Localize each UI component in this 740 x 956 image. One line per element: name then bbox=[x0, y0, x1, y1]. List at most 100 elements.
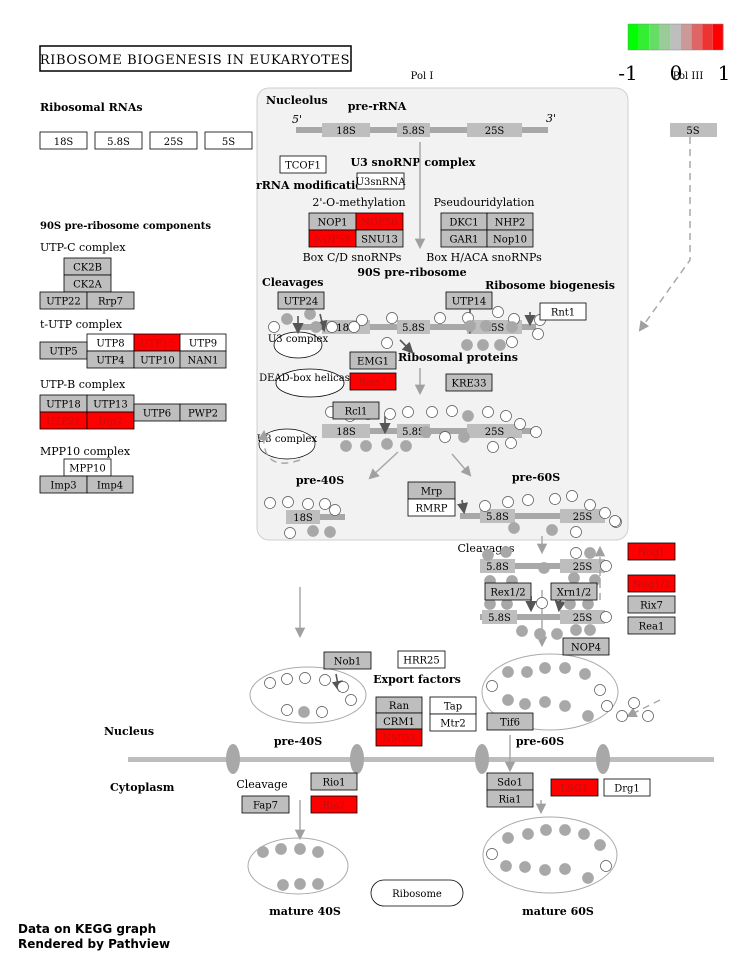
gene-ran[interactable]: Ran bbox=[375, 696, 423, 714]
gene-nop56[interactable]: NOP56 bbox=[355, 212, 404, 231]
gene-nmd3[interactable]: NMD3 bbox=[375, 728, 423, 747]
svg-text:5.8S: 5.8S bbox=[402, 126, 425, 137]
gene-utp9[interactable]: UTP9 bbox=[179, 333, 227, 352]
svg-text:25S: 25S bbox=[573, 562, 593, 573]
gene-rex1[interactable]: Rex1/2 bbox=[484, 582, 532, 601]
gene-utp4[interactable]: UTP4 bbox=[86, 350, 135, 369]
svg-text:5': 5' bbox=[292, 113, 302, 126]
gene-nan1[interactable]: NAN1 bbox=[179, 350, 227, 369]
gene-rmrp[interactable]: RMRP bbox=[407, 498, 456, 517]
svg-text:25S: 25S bbox=[485, 126, 505, 137]
svg-text:UTP15: UTP15 bbox=[140, 339, 175, 350]
svg-text:UTP4: UTP4 bbox=[96, 356, 124, 367]
gene-drg1[interactable]: Drg1 bbox=[603, 778, 651, 797]
gene-nog1[interactable]: Nog1 bbox=[627, 542, 676, 561]
gene-nop58[interactable]: NOP58 bbox=[308, 229, 357, 248]
gene-ck2b[interactable]: CK2B bbox=[63, 257, 112, 276]
gene-utp15[interactable]: UTP15 bbox=[133, 333, 182, 352]
gene-rnt1[interactable]: Rnt1 bbox=[539, 302, 587, 321]
gene-nop1[interactable]: NOP1 bbox=[308, 212, 357, 231]
gene-mpp10[interactable]: MPP10 bbox=[63, 458, 112, 477]
svg-text:U3 snoRNP complex: U3 snoRNP complex bbox=[350, 156, 475, 169]
svg-text:Sdo1: Sdo1 bbox=[497, 778, 523, 789]
gene-utp18[interactable]: UTP18 bbox=[39, 394, 88, 413]
gene-mtr2[interactable]: Mtr2 bbox=[429, 713, 477, 732]
svg-text:mature 60S: mature 60S bbox=[522, 905, 594, 918]
legend-step bbox=[638, 24, 650, 50]
gene-utp8[interactable]: UTP8 bbox=[86, 333, 135, 352]
gene-rcl1[interactable]: Rcl1 bbox=[332, 401, 380, 420]
svg-text:PWP2: PWP2 bbox=[188, 409, 218, 420]
svg-text:18S: 18S bbox=[54, 137, 74, 148]
svg-text:Imp3: Imp3 bbox=[50, 481, 76, 492]
gene-nop4[interactable]: NOP4 bbox=[562, 637, 610, 656]
gene-imp3[interactable]: Imp3 bbox=[39, 475, 88, 494]
rrna-box-pol3-5s: 5S bbox=[670, 123, 717, 137]
gene-dkc1[interactable]: DKC1 bbox=[440, 212, 488, 231]
svg-text:mature 40S: mature 40S bbox=[269, 905, 341, 918]
svg-text:5.8S: 5.8S bbox=[486, 562, 509, 573]
svg-text:Nog1: Nog1 bbox=[638, 548, 666, 559]
svg-text:EMG1: EMG1 bbox=[357, 357, 389, 368]
gene-crm1[interactable]: CRM1 bbox=[375, 712, 423, 730]
gene-pwp2[interactable]: PWP2 bbox=[179, 403, 227, 422]
gene-fap7[interactable]: Fap7 bbox=[241, 795, 290, 814]
gene-nug1[interactable]: Nug1/2 bbox=[627, 574, 676, 593]
gene-tcof1[interactable]: TCOF1 bbox=[279, 155, 327, 174]
gene-rrp7[interactable]: Rrp7 bbox=[86, 291, 135, 310]
gene-utp6[interactable]: UTP6 bbox=[133, 403, 181, 422]
gene-bms1[interactable]: Bms1 bbox=[349, 372, 397, 391]
gene-lsg1[interactable]: LSG1 bbox=[550, 778, 599, 797]
gene-utp13[interactable]: UTP13 bbox=[86, 394, 135, 413]
gene-utp10[interactable]: UTP10 bbox=[133, 350, 182, 369]
svg-text:RIBOSOME BIOGENESIS IN EUKARYO: RIBOSOME BIOGENESIS IN EUKARYOTES bbox=[40, 53, 350, 68]
legend-step bbox=[681, 24, 692, 50]
gene-rio1[interactable]: Rio1 bbox=[310, 772, 358, 791]
gene-utp21[interactable]: UTP21 bbox=[39, 411, 88, 430]
svg-text:TCOF1: TCOF1 bbox=[285, 161, 321, 172]
gene-kre33[interactable]: KRE33 bbox=[445, 373, 493, 392]
gene-tap[interactable]: Tap bbox=[429, 696, 477, 715]
svg-text:18S: 18S bbox=[336, 427, 356, 438]
rrna-segment-r25s: 25S bbox=[560, 509, 605, 523]
gene-ria1[interactable]: Ria1 bbox=[486, 789, 534, 808]
gene-ck2a[interactable]: CK2A bbox=[63, 274, 112, 293]
footer-line-1: Data on KEGG graph bbox=[18, 922, 157, 936]
svg-text:U3snRNA: U3snRNA bbox=[356, 177, 407, 188]
svg-text:pre-40S: pre-40S bbox=[296, 474, 344, 487]
gene-nop10[interactable]: Nop10 bbox=[486, 229, 534, 248]
svg-text:Nop10: Nop10 bbox=[493, 235, 527, 246]
gene-dip2[interactable]: Dip2 bbox=[86, 411, 135, 430]
gene-mrp[interactable]: Mrp bbox=[407, 481, 456, 500]
gene-xrn1[interactable]: Xrn1/2 bbox=[550, 582, 598, 601]
gene-hrr25[interactable]: HRR25 bbox=[397, 650, 446, 669]
svg-text:UTP-B complex: UTP-B complex bbox=[40, 378, 126, 391]
gene-snu13[interactable]: SNU13 bbox=[355, 229, 404, 248]
svg-text:UTP24: UTP24 bbox=[284, 297, 319, 308]
gene-utp5[interactable]: UTP5 bbox=[39, 341, 88, 360]
svg-text:NAN1: NAN1 bbox=[187, 356, 218, 367]
ribosome-node[interactable]: Ribosome bbox=[370, 879, 464, 907]
gene-rea1[interactable]: Rea1 bbox=[627, 616, 676, 635]
svg-text:Tif6: Tif6 bbox=[500, 718, 520, 729]
svg-text:rRNA modification: rRNA modification bbox=[256, 179, 371, 192]
rrna-segment-r58s: 5.8S bbox=[482, 610, 517, 624]
gene-nhp2[interactable]: NHP2 bbox=[486, 212, 534, 231]
gene-imp4[interactable]: Imp4 bbox=[86, 475, 134, 494]
gene-utp24[interactable]: UTP24 bbox=[277, 291, 325, 310]
svg-text:Ribosome: Ribosome bbox=[392, 889, 442, 900]
gene-u3snrna[interactable]: U3snRNA bbox=[356, 172, 407, 190]
gene-utp14[interactable]: UTP14 bbox=[445, 291, 493, 310]
svg-text:Dip2: Dip2 bbox=[99, 417, 123, 428]
gene-nob1[interactable]: Nob1 bbox=[323, 651, 372, 670]
gene-gar1[interactable]: GAR1 bbox=[440, 229, 488, 248]
gene-sdo1[interactable]: Sdo1 bbox=[486, 772, 534, 791]
pre-rrna-label: pre-rRNA bbox=[348, 100, 407, 113]
gene-emg1[interactable]: EMG1 bbox=[349, 351, 397, 370]
gene-rix7[interactable]: Rix7 bbox=[627, 595, 676, 614]
gene-rio2[interactable]: Rio2 bbox=[310, 795, 358, 814]
svg-text:NMD3: NMD3 bbox=[382, 734, 415, 745]
gene-utp22[interactable]: UTP22 bbox=[39, 291, 88, 310]
gene-tif6[interactable]: Tif6 bbox=[486, 712, 534, 731]
ribosomal-rnas-label: Ribosomal RNAs bbox=[40, 101, 143, 114]
